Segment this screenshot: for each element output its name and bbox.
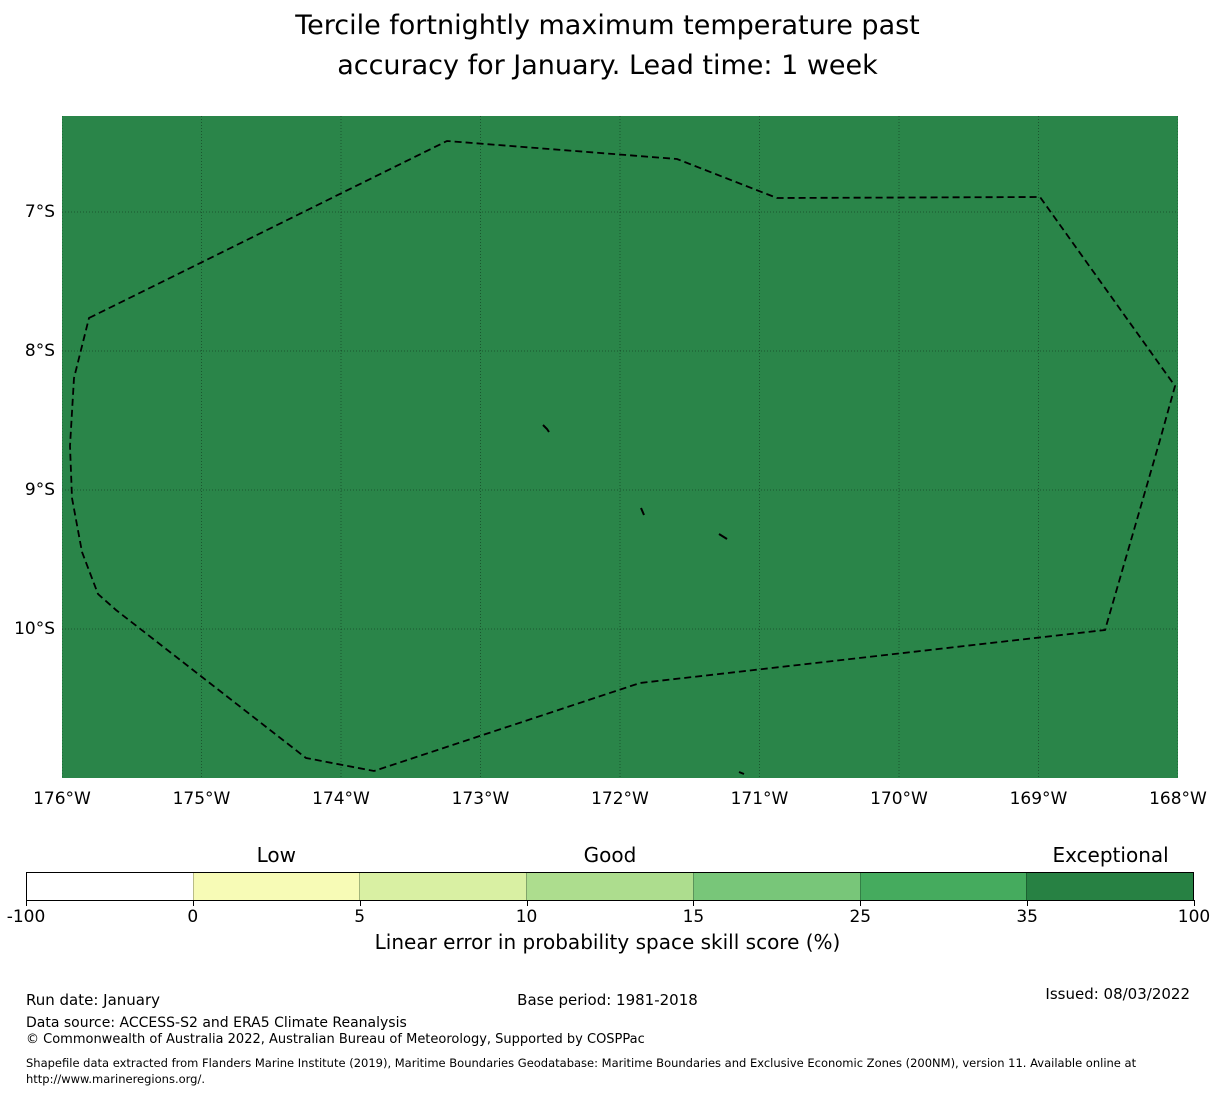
colorbar-category-label-exceptional: Exceptional	[1052, 843, 1169, 867]
x-tick-label: 169°W	[1009, 789, 1068, 809]
run-date-text: Run date: January	[26, 991, 161, 1009]
colorbar-tick-label: 100	[1177, 907, 1211, 927]
colorbar-tick-label: 15	[682, 907, 705, 927]
island-outline	[542, 424, 550, 433]
colorbar-tick-label: 25	[849, 907, 872, 927]
map-canvas	[62, 116, 1178, 778]
shapefile-attribution-line1: Shapefile data extracted from Flanders M…	[26, 1056, 1137, 1070]
x-tick-label: 173°W	[451, 789, 510, 809]
y-tick-label: 9°S	[24, 480, 55, 500]
colorbar-tick-label: 0	[187, 907, 199, 927]
colorbar-tickmark	[860, 900, 862, 906]
y-tick-label: 7°S	[24, 202, 55, 222]
colorbar-tick-label: 35	[1016, 907, 1038, 927]
colorbar-segment	[1026, 873, 1194, 900]
x-tick-label: 175°W	[172, 789, 231, 809]
colorbar	[26, 872, 1194, 901]
colorbar-tickmark	[693, 900, 695, 906]
x-tick-label: 171°W	[730, 789, 789, 809]
colorbar-axis-label: Linear error in probability space skill …	[374, 930, 841, 954]
x-tick-label: 174°W	[312, 789, 370, 809]
colorbar-category-label-low: Low	[256, 843, 296, 867]
colorbar-tick-label: 5	[354, 907, 366, 927]
colorbar-segment	[192, 873, 360, 900]
colorbar-tickmark	[1194, 900, 1195, 906]
x-tick-label: 168°W	[1149, 789, 1207, 809]
map-plot-area	[62, 116, 1178, 778]
colorbar-segment	[27, 873, 193, 900]
x-tick-label: 170°W	[870, 789, 928, 809]
issued-date-text: Issued: 08/03/2022	[1045, 985, 1190, 1003]
island-outline	[718, 533, 728, 540]
colorbar-tickmark	[192, 900, 194, 906]
colorbar-tick-label: -100	[6, 907, 46, 927]
y-tick-label: 8°S	[24, 341, 55, 361]
chart-title-line2: accuracy for January. Lead time: 1 week	[337, 50, 878, 81]
colorbar-segment	[692, 873, 860, 900]
colorbar-tick-label: 10	[515, 907, 538, 927]
chart-title-line1: Tercile fortnightly maximum temperature …	[295, 10, 920, 41]
shapefile-attribution-url: http://www.marineregions.org/.	[26, 1072, 205, 1086]
colorbar-tickmark	[1027, 900, 1029, 906]
x-tick-label: 172°W	[591, 789, 649, 809]
colorbar-tickmark	[26, 900, 27, 906]
eez-boundary-dashed	[69, 140, 1176, 772]
colorbar-segment	[526, 873, 693, 900]
base-period-text: Base period: 1981-2018	[517, 991, 698, 1009]
colorbar-category-label-good: Good	[583, 843, 637, 867]
y-tick-label: 10°S	[14, 619, 55, 639]
data-source-text: Data source: ACCESS-S2 and ERA5 Climate …	[26, 1015, 407, 1031]
colorbar-tickmark	[359, 900, 361, 906]
colorbar-segment	[359, 873, 527, 900]
copyright-text: © Commonwealth of Australia 2022, Austra…	[26, 1032, 645, 1047]
island-outline	[640, 507, 645, 516]
colorbar-segment	[859, 873, 1027, 900]
x-tick-label: 176°W	[33, 789, 91, 809]
colorbar-tickmark	[526, 900, 528, 906]
island-outline	[738, 771, 745, 775]
eez-skill-fill	[62, 116, 1178, 778]
